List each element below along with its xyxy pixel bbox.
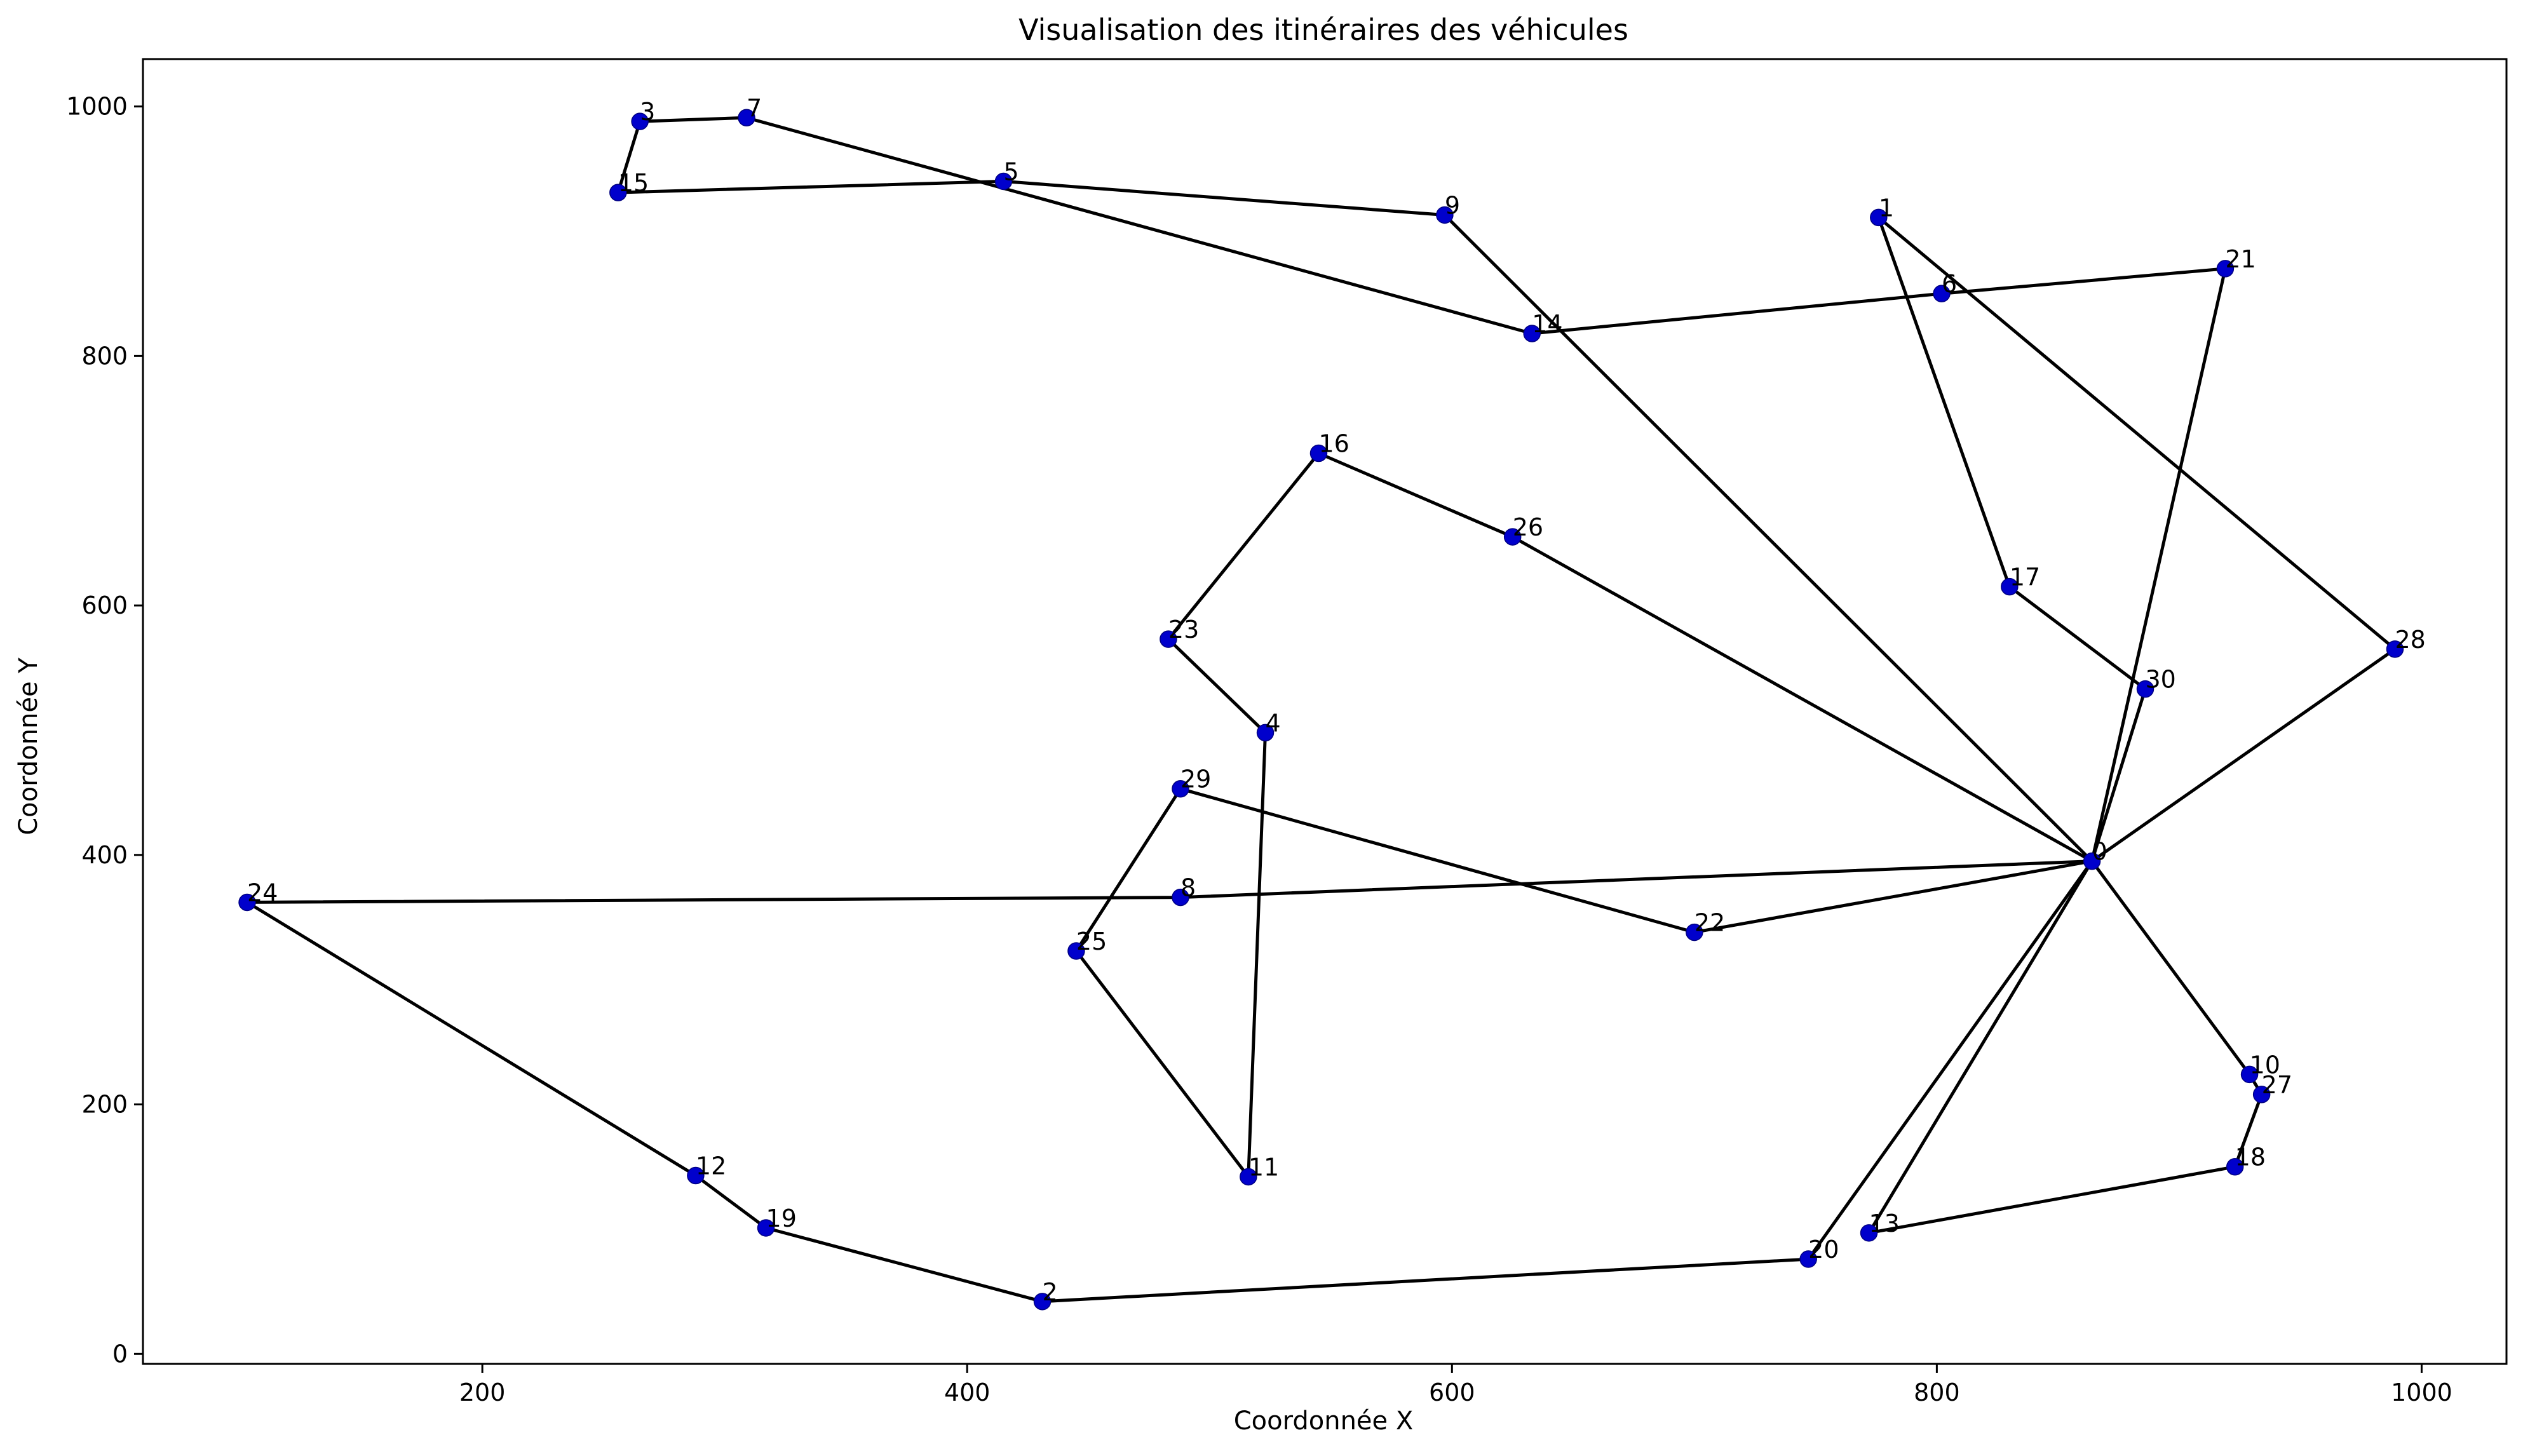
routes-layer <box>245 116 2397 1304</box>
point-label-17: 17 <box>2010 563 2040 591</box>
point-4 <box>1256 724 1275 742</box>
point-8 <box>1172 888 1189 907</box>
point-label-27: 27 <box>2262 1071 2292 1099</box>
point-label-11: 11 <box>1248 1153 1279 1181</box>
plot-frame <box>142 58 2508 1365</box>
point-label-8: 8 <box>1180 874 1196 902</box>
point-29 <box>1172 779 1189 798</box>
point-label-7: 7 <box>747 94 762 122</box>
x-tick-label: 200 <box>459 1378 506 1406</box>
point-10 <box>2240 1065 2259 1084</box>
x-tick-label: 800 <box>1914 1378 1960 1406</box>
point-9 <box>1436 206 1454 224</box>
point-label-4: 4 <box>1266 709 1281 737</box>
y-tick-label: 1000 <box>66 93 128 121</box>
route-line-4 <box>245 859 2093 1304</box>
point-2 <box>1033 1293 1052 1311</box>
point-label-1: 1 <box>1879 194 1894 222</box>
point-11 <box>1240 1168 1257 1186</box>
point-label-12: 12 <box>696 1152 726 1180</box>
y-tick-label: 0 <box>112 1340 128 1368</box>
point-22 <box>1686 923 1703 941</box>
point-label-19: 19 <box>766 1204 797 1232</box>
x-axis-label: Coordonnée X <box>1234 1406 1414 1436</box>
route-line-5 <box>1867 860 2264 1235</box>
point-label-30: 30 <box>2146 666 2176 694</box>
point-label-28: 28 <box>2395 626 2425 654</box>
point-label-26: 26 <box>1513 513 1543 541</box>
point-14 <box>1523 325 1541 342</box>
x-tick-label: 400 <box>944 1378 991 1406</box>
point-labels-layer: 0123456789101112131415161718192021222324… <box>247 94 2426 1306</box>
chart-title: Visualisation des itinéraires des véhicu… <box>1018 13 1628 47</box>
point-label-14: 14 <box>1532 310 1562 338</box>
x-tick-label: 600 <box>1429 1378 1475 1406</box>
y-tick-label: 800 <box>81 342 128 370</box>
point-label-25: 25 <box>1076 927 1107 955</box>
point-26 <box>1503 528 1522 546</box>
point-label-24: 24 <box>247 879 278 907</box>
x-tick-label: 1000 <box>2391 1378 2452 1406</box>
point-label-15: 15 <box>618 169 649 197</box>
point-3 <box>631 112 649 130</box>
point-20 <box>1799 1250 1817 1268</box>
y-tick-label: 600 <box>81 591 128 619</box>
point-label-6: 6 <box>1942 270 1957 298</box>
point-label-22: 22 <box>1694 909 1725 937</box>
point-label-13: 13 <box>1869 1210 1900 1237</box>
point-label-16: 16 <box>1318 430 1349 458</box>
route-line-3 <box>1074 452 2093 1178</box>
point-0 <box>2083 852 2101 870</box>
point-label-0: 0 <box>2092 838 2107 866</box>
point-label-29: 29 <box>1180 765 1211 793</box>
y-axis-label: Coordonnée Y <box>14 657 43 835</box>
point-16 <box>1309 444 1328 462</box>
point-19 <box>757 1219 775 1237</box>
point-6 <box>1933 285 1951 302</box>
point-17 <box>2001 577 2019 596</box>
point-13 <box>1860 1224 1878 1242</box>
point-21 <box>2216 260 2235 278</box>
points-layer <box>238 109 2404 1311</box>
route-line-2 <box>1877 215 2397 863</box>
point-23 <box>1160 630 1177 648</box>
point-label-2: 2 <box>1043 1278 1058 1306</box>
point-label-9: 9 <box>1445 191 1460 219</box>
point-label-5: 5 <box>1003 158 1018 185</box>
point-7 <box>738 109 755 127</box>
y-tick-label: 400 <box>81 841 128 869</box>
point-28 <box>2386 640 2404 658</box>
y-axis-ticks: 0 200 400 600 800 1000 <box>66 93 143 1368</box>
point-5 <box>994 172 1013 191</box>
point-15 <box>609 184 627 201</box>
point-label-3: 3 <box>640 98 655 126</box>
point-label-18: 18 <box>2235 1143 2266 1171</box>
point-30 <box>2136 680 2154 698</box>
point-27 <box>2252 1086 2271 1103</box>
point-24 <box>238 893 256 912</box>
point-18 <box>2226 1157 2244 1176</box>
y-tick-label: 200 <box>81 1091 128 1119</box>
x-axis-ticks: 200 400 600 800 1000 <box>459 1364 2452 1406</box>
point-12 <box>687 1166 705 1185</box>
point-label-10: 10 <box>2250 1051 2280 1079</box>
route-line-1 <box>616 116 2227 863</box>
point-25 <box>1067 942 1085 960</box>
point-1 <box>1870 208 1888 227</box>
point-label-23: 23 <box>1168 616 1199 644</box>
point-label-21: 21 <box>2225 245 2256 273</box>
point-label-20: 20 <box>1808 1236 1839 1264</box>
